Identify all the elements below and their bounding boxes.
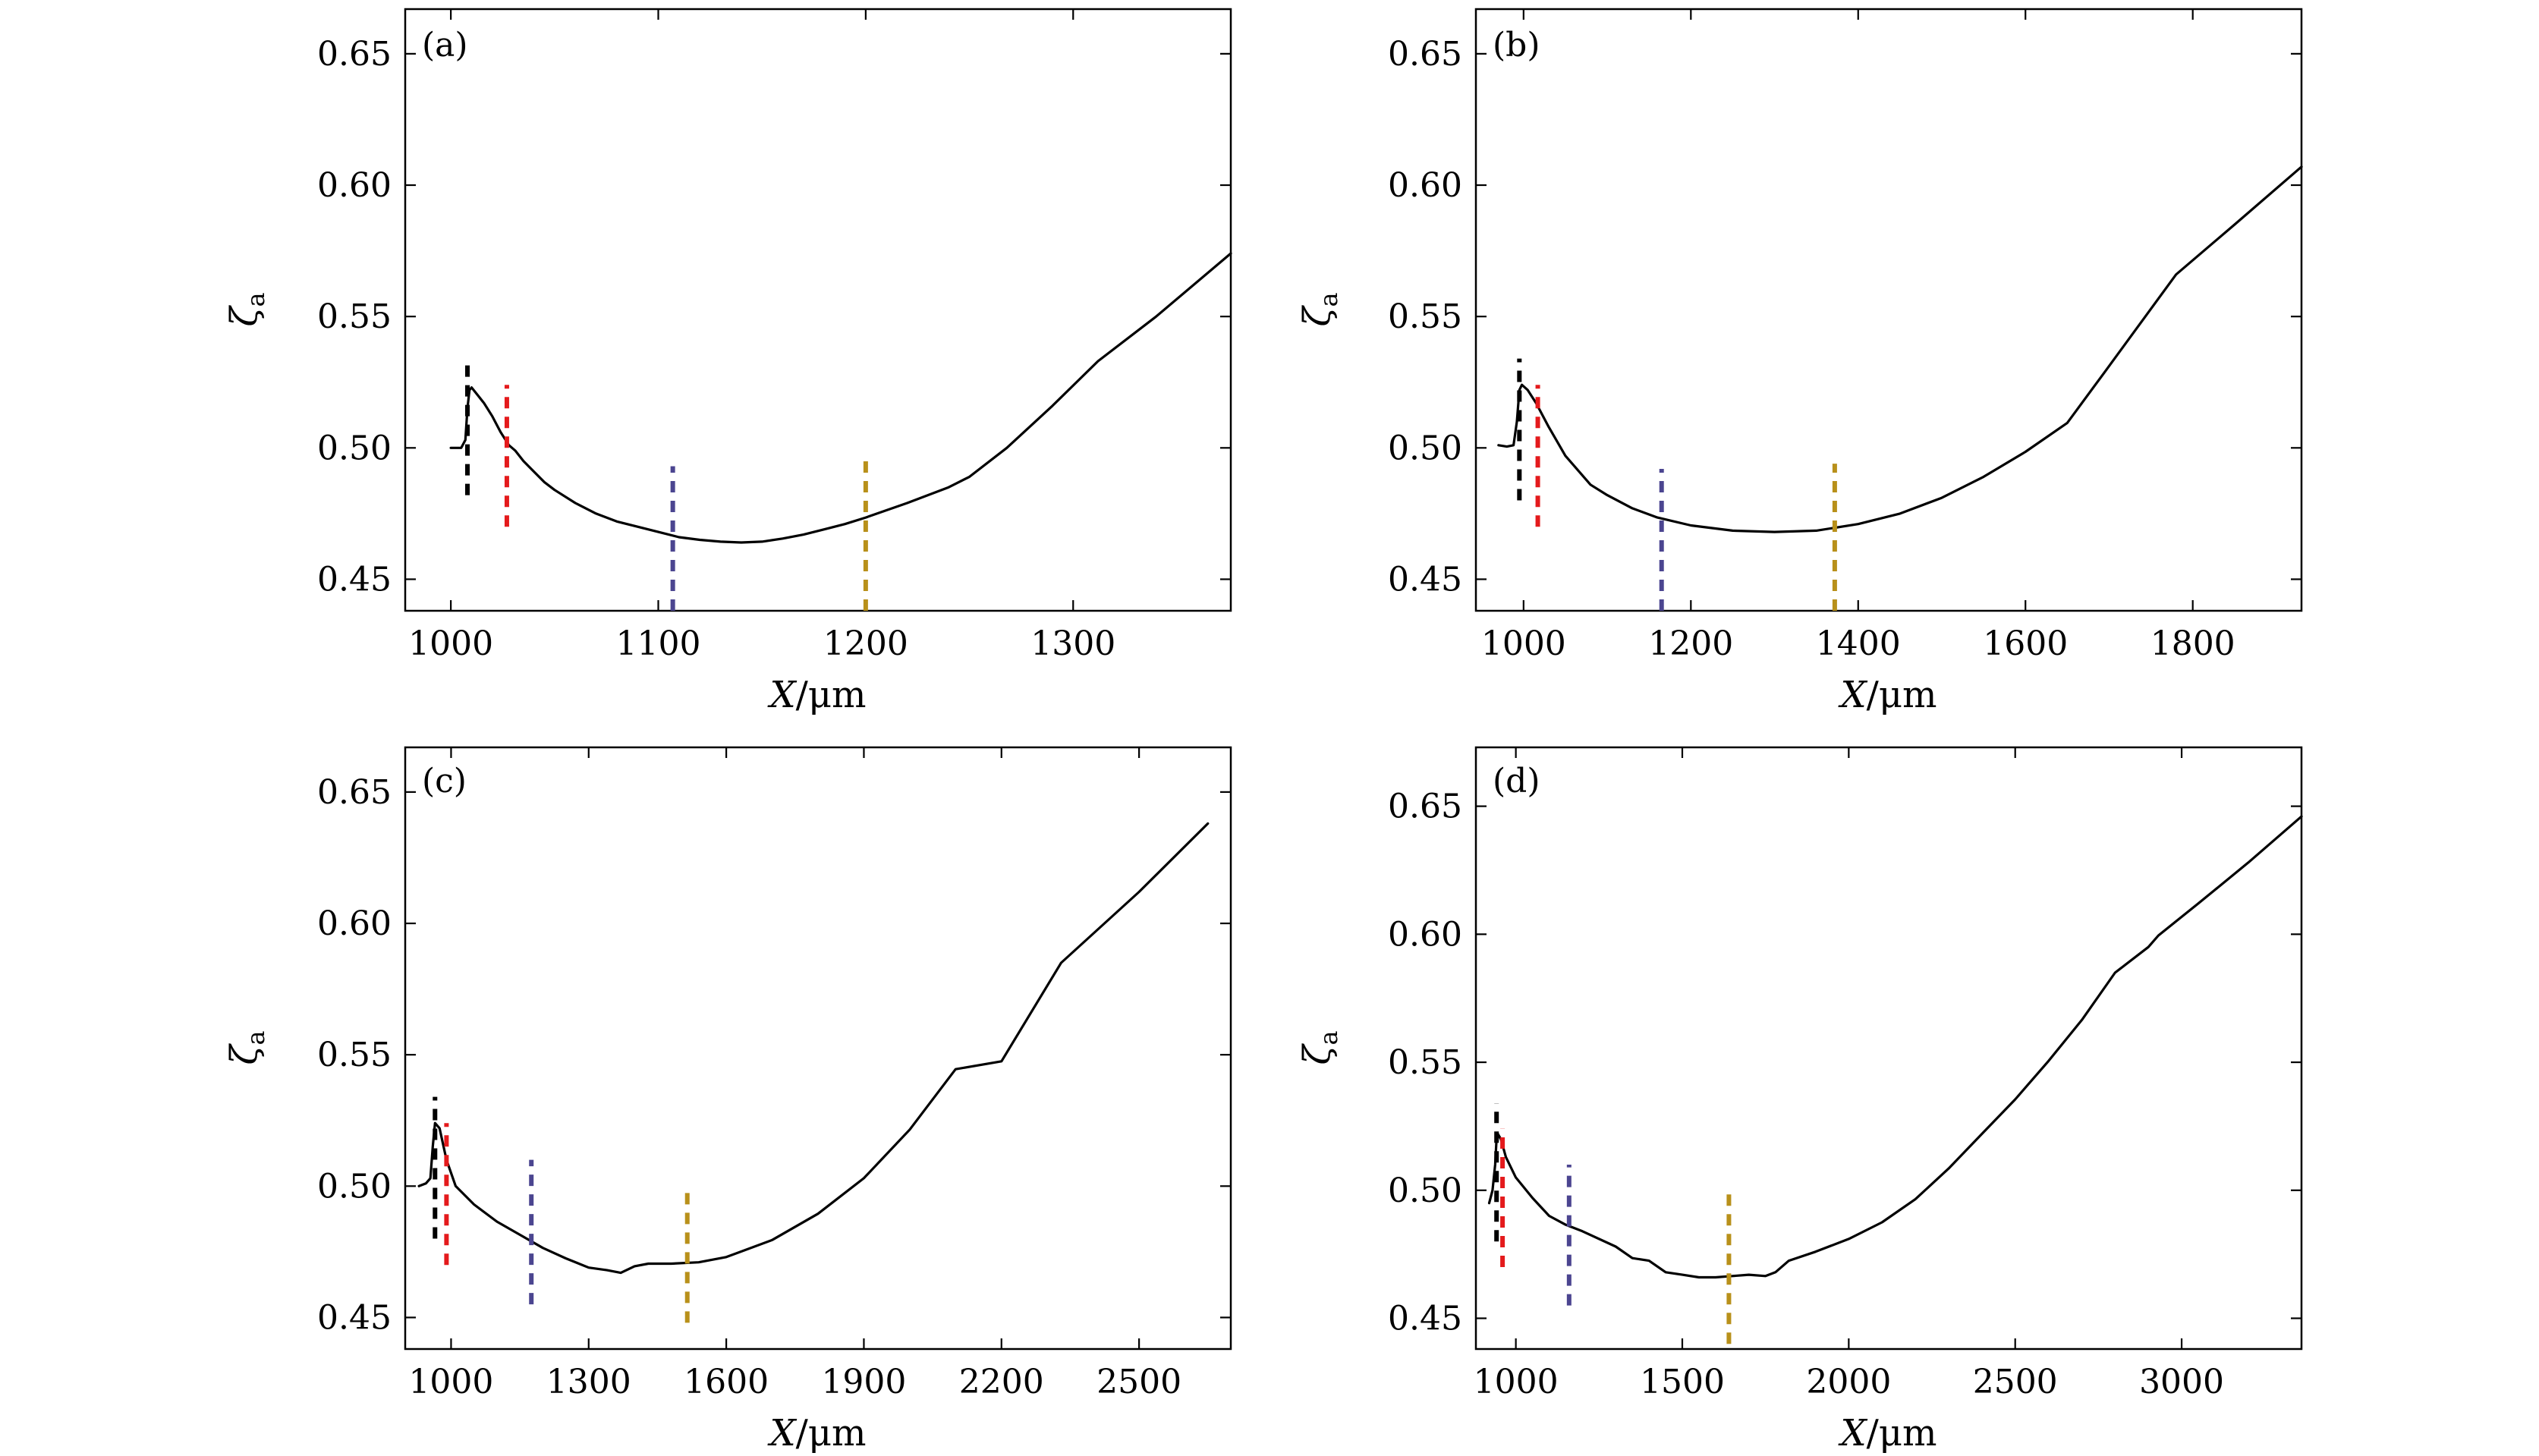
x-axis-title: X/μm: [1837, 674, 1936, 716]
y-axis-variable: ζ: [1296, 1043, 1339, 1065]
y-tick-label: 0.50: [1388, 1171, 1462, 1210]
x-tick-label: 1300: [1030, 624, 1115, 663]
y-axis-subscript: a: [1314, 1030, 1343, 1045]
y-tick-label: 0.60: [317, 904, 392, 943]
marker-layer: [1517, 358, 1837, 611]
panel-label: (b): [1493, 26, 1540, 64]
panel-label: (a): [422, 26, 468, 64]
x-tick-label: 2500: [1973, 1363, 2058, 1401]
x-tick-label: 3000: [2139, 1363, 2224, 1401]
x-tick-label: 1500: [1640, 1363, 1725, 1401]
x-axis-title: X/μm: [766, 674, 866, 716]
y-tick-label: 0.45: [1388, 560, 1462, 599]
x-tick-label: 1200: [1648, 624, 1733, 663]
panel-c: (c) 0.45 0.50 0.55 0.60 0.65 1000 1300 1600 190…: [223, 746, 1232, 1454]
y-axis: 0.45 0.50 0.55 0.60 0.65: [317, 773, 1231, 1337]
y-axis: 0.45 0.50 0.55 0.60 0.65: [1388, 35, 2301, 599]
y-tick-label: 0.65: [317, 773, 392, 812]
series-layer: [1487, 815, 2303, 1279]
y-tick-label: 0.65: [317, 35, 392, 74]
y-tick-label: 0.55: [317, 297, 392, 336]
series-layer: [449, 252, 1232, 544]
marker-layer: [465, 358, 868, 611]
y-axis-subscript: a: [1314, 292, 1343, 307]
x-tick-label: 1600: [1983, 624, 2068, 663]
series-line: [449, 252, 1232, 544]
y-tick-label: 0.55: [317, 1036, 392, 1074]
y-axis-title: ζa: [223, 1030, 270, 1064]
y-tick-label: 0.60: [317, 166, 392, 205]
x-tick-label: 1400: [1816, 624, 1901, 663]
y-tick-label: 0.50: [317, 429, 392, 467]
x-tick-label: 1900: [821, 1363, 906, 1401]
x-tick-label: 2500: [1096, 1363, 1181, 1401]
x-tick-label: 2200: [959, 1363, 1044, 1401]
y-axis: 0.45 0.50 0.55 0.60 0.65: [317, 35, 1231, 599]
series-layer: [417, 822, 1210, 1275]
panel-label: (d): [1493, 762, 1540, 800]
plot-frame: [404, 8, 1232, 612]
y-tick-label: 0.45: [317, 560, 392, 599]
x-tick-label: 1100: [616, 624, 701, 663]
x-axis-variable: X: [766, 674, 797, 716]
series-line: [1487, 815, 2303, 1279]
marker-layer: [433, 1096, 690, 1323]
x-tick-label: 1000: [408, 624, 493, 663]
panel-d: (d) 0.45 0.50 0.55 0.60 0.65 1000 1500 2000 250…: [1296, 746, 2303, 1454]
x-tick-label: 1800: [2150, 624, 2235, 663]
x-axis-unit: /μm: [1867, 674, 1937, 716]
y-axis-variable: ζ: [223, 305, 266, 327]
x-axis-variable: X: [1837, 1412, 1867, 1454]
series-layer: [1497, 165, 2303, 533]
y-tick-label: 0.65: [1388, 788, 1462, 826]
x-tick-label: 1000: [408, 1363, 493, 1401]
x-tick-label: 1600: [684, 1363, 769, 1401]
plot-frame: [1474, 8, 2303, 612]
y-axis-title: ζa: [1296, 292, 1343, 326]
panel-label: (c): [422, 762, 467, 800]
y-axis-subscript: a: [241, 292, 270, 307]
y-tick-label: 0.45: [317, 1298, 392, 1337]
series-line: [417, 822, 1210, 1275]
x-tick-label: 2000: [1806, 1363, 1891, 1401]
x-tick-label: 1000: [1481, 624, 1566, 663]
y-axis-title: ζa: [1296, 1030, 1343, 1064]
x-axis-variable: X: [766, 1412, 797, 1454]
marker-layer: [1494, 1103, 1732, 1344]
x-axis-unit: /μm: [796, 1412, 867, 1454]
y-tick-label: 0.50: [317, 1167, 392, 1206]
plot-frame: [1474, 746, 2303, 1351]
y-tick-label: 0.50: [1388, 429, 1462, 467]
panel-a: (a) 0.45 0.50 0.55 0.60 0.65 1000 1100 1200 130…: [223, 8, 1232, 716]
y-tick-label: 0.60: [1388, 915, 1462, 954]
x-axis: 1000 1100 1200 1300: [408, 9, 1115, 663]
series-line: [1497, 165, 2303, 533]
x-axis-unit: /μm: [1867, 1412, 1937, 1454]
x-axis-unit: /μm: [796, 674, 867, 716]
plot-frame: [404, 746, 1232, 1351]
y-axis-subscript: a: [241, 1030, 270, 1045]
x-axis: 1000 1500 2000 2500 3000: [1474, 747, 2224, 1401]
y-tick-label: 0.45: [1388, 1300, 1462, 1338]
y-tick-label: 0.60: [1388, 166, 1462, 205]
x-axis-title: X/μm: [766, 1412, 866, 1454]
x-tick-label: 1200: [823, 624, 908, 663]
x-tick-label: 1300: [546, 1363, 631, 1401]
x-axis-variable: X: [1837, 674, 1867, 716]
x-axis: 1000 1300 1600 1900 2200 2500: [408, 747, 1181, 1401]
y-axis: 0.45 0.50 0.55 0.60 0.65: [1388, 788, 2301, 1338]
y-axis-title: ζa: [223, 292, 270, 326]
x-tick-label: 1000: [1474, 1363, 1559, 1401]
x-axis-title: X/μm: [1837, 1412, 1936, 1454]
y-tick-label: 0.65: [1388, 35, 1462, 74]
x-axis: 1000 1200 1400 1600 1800: [1481, 9, 2235, 663]
y-axis-variable: ζ: [223, 1043, 266, 1065]
panel-b: (b) 0.45 0.50 0.55 0.60 0.65 1000 1200 1400 160…: [1296, 8, 2303, 716]
y-tick-label: 0.55: [1388, 297, 1462, 336]
y-tick-label: 0.55: [1388, 1043, 1462, 1082]
y-axis-variable: ζ: [1296, 305, 1339, 327]
